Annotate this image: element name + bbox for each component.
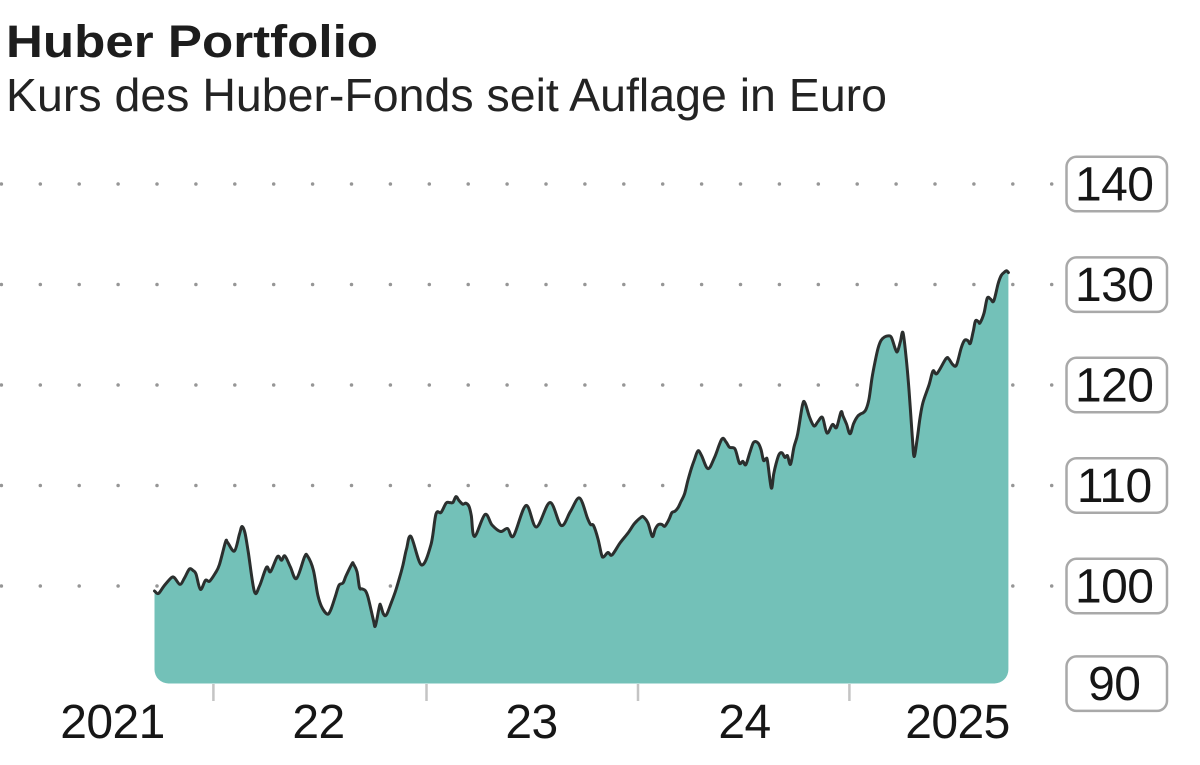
svg-text:24: 24 xyxy=(718,696,770,749)
svg-text:Huber Portfolio: Huber Portfolio xyxy=(6,16,378,67)
svg-text:120: 120 xyxy=(1075,360,1153,413)
svg-text:2021: 2021 xyxy=(60,696,164,749)
svg-text:110: 110 xyxy=(1077,460,1152,513)
svg-text:130: 130 xyxy=(1075,259,1153,312)
svg-text:23: 23 xyxy=(505,696,557,749)
svg-text:2025: 2025 xyxy=(905,696,1009,749)
svg-text:90: 90 xyxy=(1088,658,1140,711)
svg-text:22: 22 xyxy=(292,696,344,749)
svg-text:140: 140 xyxy=(1075,159,1153,212)
svg-text:Kurs des Huber-Fonds seit Aufl: Kurs des Huber-Fonds seit Auflage in Eur… xyxy=(6,69,887,121)
svg-text:100: 100 xyxy=(1075,561,1153,614)
